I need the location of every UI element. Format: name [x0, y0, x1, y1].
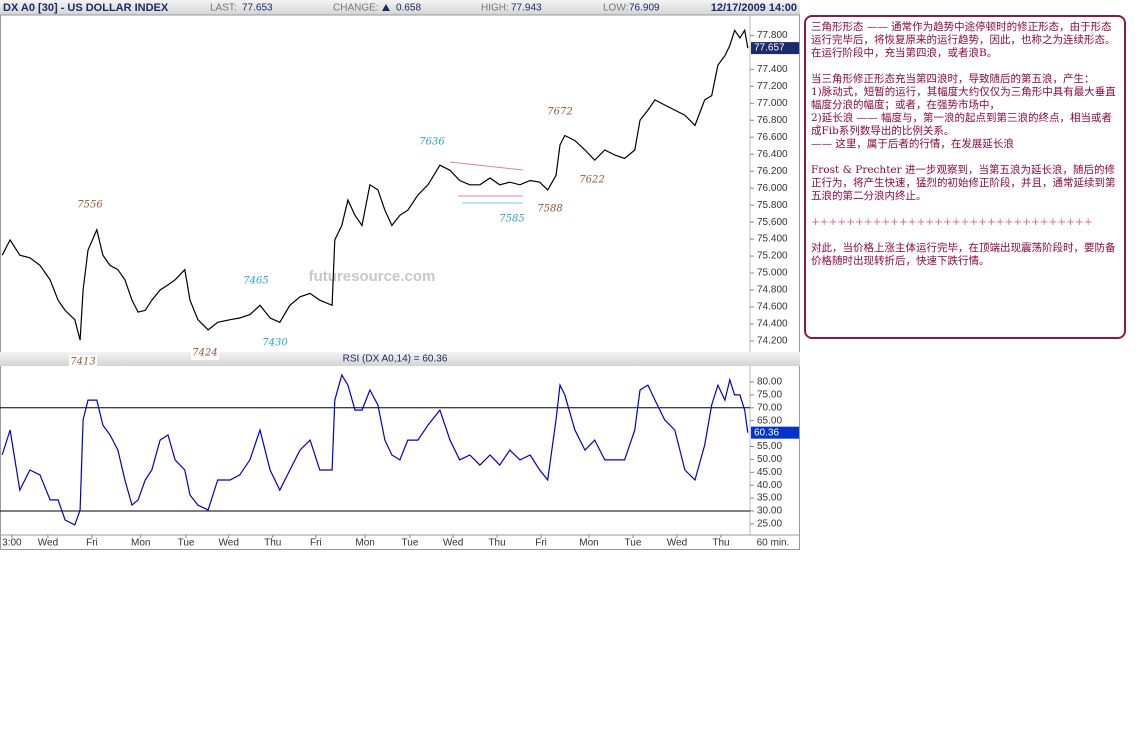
y-tick-label: 75.800 — [757, 200, 788, 211]
wave-label: 7585 — [499, 214, 524, 225]
change-label: CHANGE: — [333, 3, 379, 14]
rsi-title: RSI (DX A0,14) = 60.36 — [343, 354, 448, 365]
note-block: ++++++++++++++++++++++++++++++++ — [811, 216, 1119, 229]
x-tick-label: Fri — [310, 538, 322, 549]
x-tick-label: Wed — [38, 538, 58, 549]
annotation-bg — [69, 355, 97, 369]
wave-label: 7430 — [262, 338, 288, 349]
y-tick-label: 70.00 — [757, 402, 782, 413]
header-bar — [0, 0, 800, 15]
last: 77.653 — [242, 3, 273, 14]
y-tick-label: 75.600 — [757, 217, 788, 228]
y-tick-label: 75.400 — [757, 234, 788, 245]
y-tick-label: 76.200 — [757, 166, 788, 177]
y-tick-label: 74.800 — [757, 285, 788, 296]
y-tick-label: 75.00 — [757, 390, 782, 401]
note-line: 对此，当价格上涨主体运行完毕，在顶端出现震荡阶段时，要防备价格随时出现转折后，快… — [811, 242, 1116, 267]
note-block: 当三角形修正形态充当第四浪时，导致随后的第五浪，产生： 1)脉动式，短暂的运行，其… — [811, 73, 1119, 151]
x-tick-label: Thu — [712, 538, 729, 549]
x-tick-label: Wed — [443, 538, 463, 549]
y-tick-label: 76.600 — [757, 132, 788, 143]
x-tick-label: Wed — [219, 538, 239, 549]
chart-panel: DX A0 [30] - US DOLLAR INDEX LAST: 77.65… — [0, 0, 800, 550]
wave-label: 7465 — [243, 276, 268, 287]
x-tick-label: Mon — [579, 538, 598, 549]
x-tick-label: Fri — [86, 538, 98, 549]
y-tick-label: 76.800 — [757, 115, 788, 126]
x-tick-label: Tue — [178, 538, 195, 549]
note-line: 三角形形态 —— 通常作为趋势中途停顿时的修正形态，由于形态运行完毕后，将恢复原… — [811, 21, 1116, 59]
wave-label: 7556 — [77, 200, 103, 211]
wave-label: 7672 — [547, 107, 572, 118]
note-line: ++++++++++++++++++++++++++++++++ — [811, 216, 1093, 228]
note-block: Frost & Prechter 进一步观察到，当第五浪为延长浪，随后的修正行为… — [811, 164, 1119, 203]
note-line: 1)脉动式，短暂的运行，其幅度大约仅仅为三角形中具有最大垂直幅度分浪的幅度；或者… — [811, 86, 1116, 111]
y-tick-label: 65.00 — [757, 415, 782, 426]
y-tick-label: 55.00 — [757, 441, 782, 452]
y-tick-label: 75.000 — [757, 268, 788, 279]
y-tick-label: 77.200 — [757, 81, 788, 92]
note-block: 三角形形态 —— 通常作为趋势中途停顿时的修正形态，由于形态运行完毕后，将恢复原… — [811, 21, 1119, 60]
y-tick-label: 74.200 — [757, 336, 788, 347]
x-tick-label: Tue — [625, 538, 642, 549]
x-tick-label: 3:00 — [2, 538, 22, 549]
triangle-line — [449, 161, 524, 171]
y-tick-label: 77.400 — [757, 64, 788, 75]
y-tick-label: 74.600 — [757, 302, 788, 313]
interval-label: 60 min. — [757, 538, 790, 549]
y-tick-label: 75.200 — [757, 251, 788, 262]
note-line: —— 这里，属于后者的行情，在发展延长浪 — [811, 138, 1014, 150]
y-tick-label: 76.000 — [757, 183, 788, 194]
symbol: DX A0 [30] - US DOLLAR INDEX — [3, 2, 169, 14]
change: 0.658 — [396, 3, 421, 14]
note-block: 对此，当价格上涨主体运行完毕，在顶端出现震荡阶段时，要防备价格随时出现转折后，快… — [811, 242, 1119, 268]
x-tick-label: Mon — [355, 538, 374, 549]
y-tick-label: 77.800 — [757, 30, 788, 41]
x-tick-label: Tue — [402, 538, 419, 549]
y-tick-label: 45.00 — [757, 467, 782, 478]
high-label: HIGH: — [481, 3, 509, 14]
last-value: 77.657 — [754, 43, 785, 54]
x-tick-label: Wed — [667, 538, 687, 549]
low: 76.909 — [629, 3, 660, 14]
x-tick-label: Thu — [488, 538, 505, 549]
wave-label: 7636 — [419, 137, 445, 148]
last-label: LAST: — [210, 3, 237, 14]
wave-label: 7588 — [537, 204, 562, 215]
datetime: 12/17/2009 14:00 — [711, 2, 797, 14]
notes-box: 三角形形态 —— 通常作为趋势中途停顿时的修正形态，由于形态运行完毕后，将恢复原… — [804, 15, 1126, 339]
wave-label: 7413 — [70, 357, 95, 368]
y-tick-label: 40.00 — [757, 480, 782, 491]
annotation-bg — [191, 346, 219, 360]
up-arrow — [382, 4, 390, 11]
low-label: LOW: — [603, 3, 628, 14]
high: 77.943 — [511, 3, 542, 14]
note-line: 2)延长浪 —— 幅度与，第一浪的起点到第三浪的终点，相当或者成Fib系列数导出… — [811, 112, 1112, 137]
y-tick-label: 74.400 — [757, 319, 788, 330]
series-line — [1, 28, 749, 341]
note-line: Frost & Prechter 进一步观察到，当第五浪为延长浪，随后的修正行为… — [811, 164, 1116, 202]
wave-label: 7622 — [579, 175, 604, 186]
note-line: 当三角形修正形态充当第四浪时，导致随后的第五浪，产生： — [811, 73, 1095, 85]
x-tick-label: Mon — [131, 538, 150, 549]
x-tick-label: Thu — [264, 538, 281, 549]
y-tick-label: 80.00 — [757, 377, 782, 388]
wave-label: 7424 — [192, 348, 217, 359]
y-tick-label: 76.400 — [757, 149, 788, 160]
panel-frame — [0, 0, 800, 550]
y-tick-label: 35.00 — [757, 493, 782, 504]
last-value: 60.36 — [754, 427, 779, 438]
watermark: futuresource.com — [309, 268, 436, 285]
series-line — [1, 373, 749, 526]
y-tick-label: 30.00 — [757, 506, 782, 517]
y-tick-label: 25.00 — [757, 519, 782, 530]
x-tick-label: Fri — [535, 538, 547, 549]
last-value-box — [751, 426, 799, 439]
y-tick-label: 50.00 — [757, 454, 782, 465]
y-tick-label: 77.000 — [757, 98, 788, 109]
last-value-box — [751, 42, 799, 55]
